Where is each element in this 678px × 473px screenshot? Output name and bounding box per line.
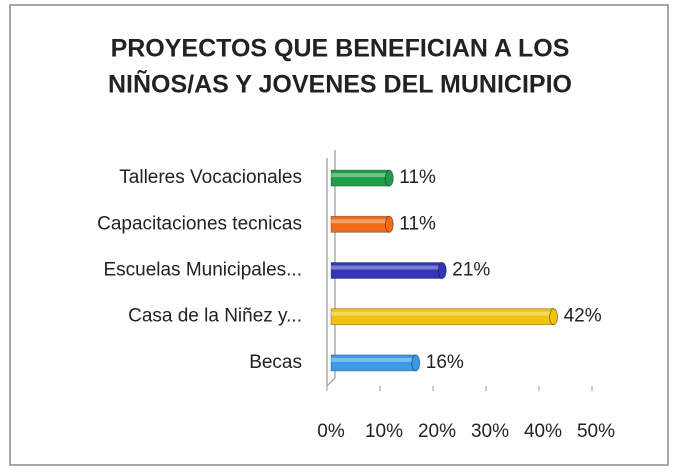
bar-cap <box>384 169 394 187</box>
bar <box>330 354 417 372</box>
bar-cap <box>384 215 394 233</box>
bar-cap <box>549 308 558 326</box>
bar <box>330 308 555 326</box>
value-label: 11% <box>399 213 436 234</box>
x-tick-label: 40% <box>524 421 562 442</box>
x-tick-label: 20% <box>418 421 456 442</box>
value-label: 11% <box>399 167 436 188</box>
y-tick-label: Talleres Vocacionales <box>119 167 302 188</box>
bar-shine <box>331 173 390 178</box>
bar-shine <box>331 311 554 316</box>
bar-shine <box>331 357 416 362</box>
x-tick-label: 0% <box>317 421 345 442</box>
y-tick-label: Becas <box>249 352 302 373</box>
chart-border <box>9 4 669 466</box>
x-tick-label: 10% <box>365 421 403 442</box>
floor-edge <box>326 377 336 387</box>
bar <box>330 169 390 187</box>
x-tick-label: 50% <box>577 421 615 442</box>
y-tick-label: Casa de la Niñez y... <box>128 306 302 327</box>
y-tick-label: Escuelas Municipales... <box>103 260 302 281</box>
bar-shine <box>331 265 443 270</box>
value-label: 21% <box>452 260 490 281</box>
chart-title: PROYECTOS QUE BENEFICIAN A LOS <box>111 35 570 63</box>
chart-title: NIÑOS/AS Y JOVENES DEL MUNICIPIO <box>108 69 572 99</box>
bar <box>330 215 390 233</box>
bar-cap <box>411 354 421 372</box>
value-label: 42% <box>564 306 602 327</box>
y-tick-label: Capacitaciones tecnicas <box>97 213 302 234</box>
bar-cap <box>437 262 447 279</box>
x-tick-label: 30% <box>471 421 509 442</box>
bar <box>330 262 443 279</box>
value-label: 16% <box>426 352 464 373</box>
bar-shine <box>331 219 390 224</box>
